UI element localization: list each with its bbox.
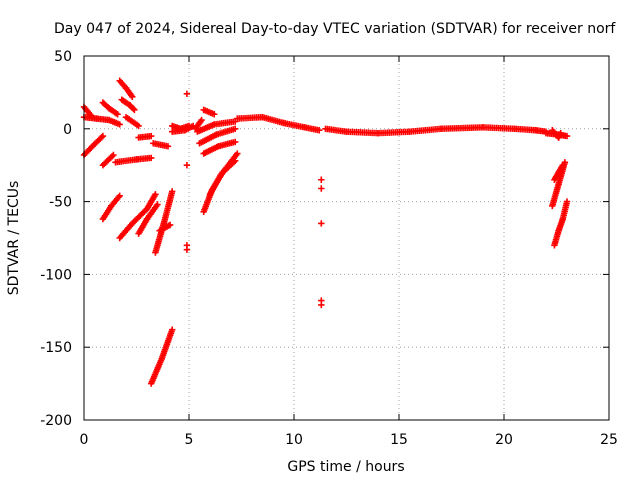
axis-ticks: 50 0 -50 -100 -150 -200 0 5 10 15 20 25 xyxy=(40,49,618,448)
series-arc-13 xyxy=(150,140,172,150)
data-point xyxy=(135,122,142,130)
series-arc-17 xyxy=(156,221,174,234)
data-point xyxy=(99,132,107,140)
series-arc-19 xyxy=(169,122,197,135)
series-arc-32 xyxy=(551,162,566,183)
data-point xyxy=(116,192,123,199)
y-tick-label: 50 xyxy=(54,49,72,65)
data-point xyxy=(198,116,205,124)
data-point xyxy=(563,132,571,140)
data-point xyxy=(559,162,566,169)
isolated-point xyxy=(183,246,191,253)
series-arc-14 xyxy=(135,201,161,237)
series-arc-02 xyxy=(80,113,123,128)
data-point xyxy=(116,121,123,128)
series-arc-28 xyxy=(322,124,550,137)
data-point xyxy=(154,201,161,208)
series-arc-24 xyxy=(200,138,239,157)
x-tick-label: 0 xyxy=(80,432,89,448)
plot-frame xyxy=(83,55,610,421)
isolated-point xyxy=(318,301,325,309)
isolated-point xyxy=(183,162,191,169)
y-tick-label: -200 xyxy=(40,413,72,429)
data-point xyxy=(563,198,571,205)
data-point xyxy=(169,188,176,195)
data-point xyxy=(130,105,137,112)
data-point xyxy=(129,93,136,100)
data-point xyxy=(110,151,117,159)
data-point xyxy=(164,143,172,150)
data-point xyxy=(211,111,218,118)
series-arc-21 xyxy=(194,118,239,135)
data-point xyxy=(148,154,155,162)
series-arc-25 xyxy=(200,157,239,215)
series-arc-26 xyxy=(206,150,241,198)
x-tick-label: 25 xyxy=(600,432,618,448)
series-arc-12 xyxy=(135,132,155,141)
data-point xyxy=(148,132,155,140)
series-arc-06 xyxy=(118,96,138,114)
y-tick-label: 0 xyxy=(63,122,72,138)
data-points xyxy=(80,77,571,387)
series-arc-05 xyxy=(116,77,136,100)
series-arc-09 xyxy=(122,113,142,130)
series-arc-23 xyxy=(196,125,239,147)
series-arc-10 xyxy=(99,192,123,223)
isolated-point xyxy=(318,185,325,192)
data-point xyxy=(316,127,323,134)
y-tick-label: -50 xyxy=(49,195,72,211)
x-axis-label: GPS time / hours xyxy=(287,459,404,475)
series-arc-27 xyxy=(234,113,323,134)
series-arc-16 xyxy=(148,326,176,387)
series-arc-33 xyxy=(551,198,571,249)
series-arc-03 xyxy=(80,132,107,159)
series-arc-11 xyxy=(116,191,159,242)
data-point xyxy=(108,153,116,160)
data-point xyxy=(169,326,176,333)
x-tick-label: 5 xyxy=(185,432,194,448)
data-point xyxy=(98,134,105,141)
isolated-point xyxy=(183,90,191,98)
isolated-point xyxy=(318,176,325,183)
data-point xyxy=(557,129,564,137)
data-point xyxy=(131,106,138,114)
series-arc-07 xyxy=(99,151,117,169)
y-tick-label: -100 xyxy=(40,267,72,283)
x-tick-label: 20 xyxy=(495,432,513,448)
y-axis-label: SDTVAR / TECUs xyxy=(6,181,22,296)
data-point xyxy=(234,150,241,157)
series-arc-08 xyxy=(112,154,155,166)
series-arc-30 xyxy=(549,127,564,141)
x-tick-label: 15 xyxy=(390,432,408,448)
data-point xyxy=(232,138,239,146)
data-point xyxy=(152,191,159,198)
chart-title: Day 047 of 2024, Sidereal Day-to-day VTE… xyxy=(54,21,616,37)
series-arc-22 xyxy=(200,106,218,118)
grid-lines xyxy=(84,56,609,420)
y-tick-label: -150 xyxy=(40,340,72,356)
data-point xyxy=(232,125,239,132)
series-arc-20 xyxy=(192,116,205,132)
isolated-point xyxy=(318,220,325,227)
data-point xyxy=(114,111,121,118)
series-arc-04 xyxy=(99,99,121,118)
x-tick-label: 10 xyxy=(285,432,303,448)
data-point xyxy=(166,221,174,229)
